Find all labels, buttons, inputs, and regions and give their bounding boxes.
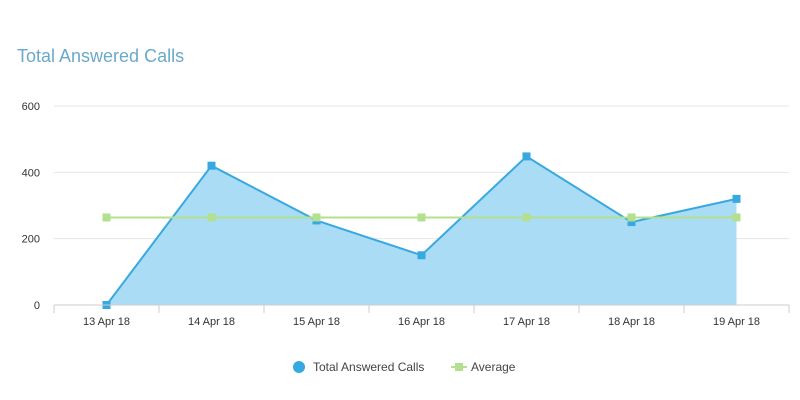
data-point-total-answered-calls[interactable] [207, 161, 216, 170]
data-point-total-answered-calls[interactable] [417, 251, 426, 260]
data-point-average[interactable] [627, 213, 636, 222]
legend-marker-square [455, 363, 463, 371]
data-point-average[interactable] [732, 213, 741, 222]
legend-label: Average [471, 360, 516, 374]
x-tick-label: 13 Apr 18 [83, 316, 130, 328]
area-series-total-answered-calls [102, 152, 741, 309]
data-point-average[interactable] [417, 213, 426, 222]
data-point-average[interactable] [207, 213, 216, 222]
x-tick-label: 16 Apr 18 [398, 316, 445, 328]
legend: Total Answered Calls Average [293, 360, 516, 374]
data-point-average[interactable] [102, 213, 111, 222]
y-axis-ticks: 0 200 400 600 [22, 101, 40, 312]
x-tick-label: 17 Apr 18 [503, 316, 550, 328]
line-series-average [102, 213, 741, 222]
x-tick-label: 14 Apr 18 [188, 316, 235, 328]
data-point-total-answered-calls[interactable] [522, 152, 531, 161]
y-tick-label: 600 [22, 101, 40, 113]
x-axis: 13 Apr 18 14 Apr 18 15 Apr 18 16 Apr 18 17 A… [53, 304, 790, 328]
y-tick-label: 0 [34, 300, 40, 312]
chart-title: Total Answered Calls [17, 46, 185, 66]
data-point-total-answered-calls[interactable] [627, 218, 636, 227]
data-point-total-answered-calls[interactable] [732, 194, 741, 203]
legend-item-total-answered-calls[interactable]: Total Answered Calls [293, 360, 424, 374]
x-tick-label: 18 Apr 18 [608, 316, 655, 328]
legend-label: Total Answered Calls [313, 360, 424, 374]
x-tick-label: 19 Apr 18 [713, 316, 760, 328]
data-point-average[interactable] [312, 213, 321, 222]
legend-marker-circle [293, 361, 305, 373]
data-point-average[interactable] [522, 213, 531, 222]
x-tick-label: 15 Apr 18 [293, 316, 340, 328]
y-tick-label: 200 [22, 234, 40, 246]
legend-item-average[interactable]: Average [451, 360, 516, 374]
y-tick-label: 400 [22, 167, 40, 179]
